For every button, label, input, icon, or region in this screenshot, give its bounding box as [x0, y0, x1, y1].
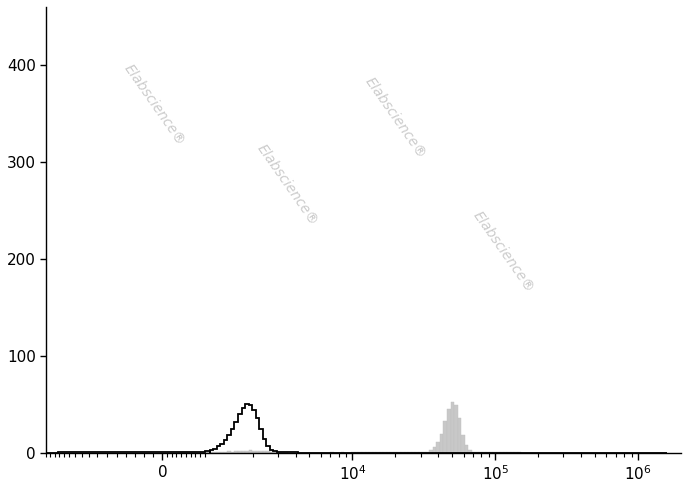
- Bar: [429, 450, 433, 453]
- Bar: [497, 452, 500, 453]
- Bar: [235, 451, 238, 453]
- Bar: [440, 434, 444, 453]
- Bar: [472, 452, 475, 453]
- Bar: [507, 452, 510, 453]
- Text: Elabscience®: Elabscience®: [121, 62, 188, 148]
- Bar: [518, 452, 522, 453]
- Bar: [444, 421, 447, 453]
- Bar: [213, 452, 217, 453]
- Bar: [263, 451, 266, 453]
- Bar: [252, 451, 256, 453]
- Bar: [266, 451, 270, 453]
- Bar: [515, 452, 518, 453]
- Bar: [224, 452, 228, 453]
- Bar: [451, 402, 454, 453]
- Bar: [469, 450, 472, 453]
- Bar: [245, 451, 248, 453]
- Text: Elabscience®: Elabscience®: [362, 75, 429, 162]
- Text: Elabscience®: Elabscience®: [470, 209, 537, 295]
- Bar: [454, 405, 458, 453]
- Bar: [238, 451, 241, 453]
- Text: Elabscience®: Elabscience®: [255, 142, 321, 228]
- Bar: [422, 452, 426, 453]
- Bar: [228, 451, 231, 453]
- Bar: [231, 451, 235, 453]
- Bar: [464, 445, 469, 453]
- Bar: [447, 409, 451, 453]
- Bar: [461, 435, 464, 453]
- Bar: [241, 451, 245, 453]
- Bar: [510, 452, 515, 453]
- Bar: [273, 452, 277, 453]
- Bar: [504, 452, 507, 453]
- Bar: [248, 450, 252, 453]
- Bar: [256, 451, 259, 453]
- Bar: [270, 452, 273, 453]
- Bar: [426, 451, 429, 453]
- Bar: [500, 452, 504, 453]
- Bar: [217, 452, 220, 453]
- Bar: [259, 451, 263, 453]
- Bar: [458, 418, 461, 453]
- Bar: [479, 452, 482, 453]
- Bar: [436, 442, 440, 453]
- Bar: [220, 452, 224, 453]
- Bar: [433, 447, 436, 453]
